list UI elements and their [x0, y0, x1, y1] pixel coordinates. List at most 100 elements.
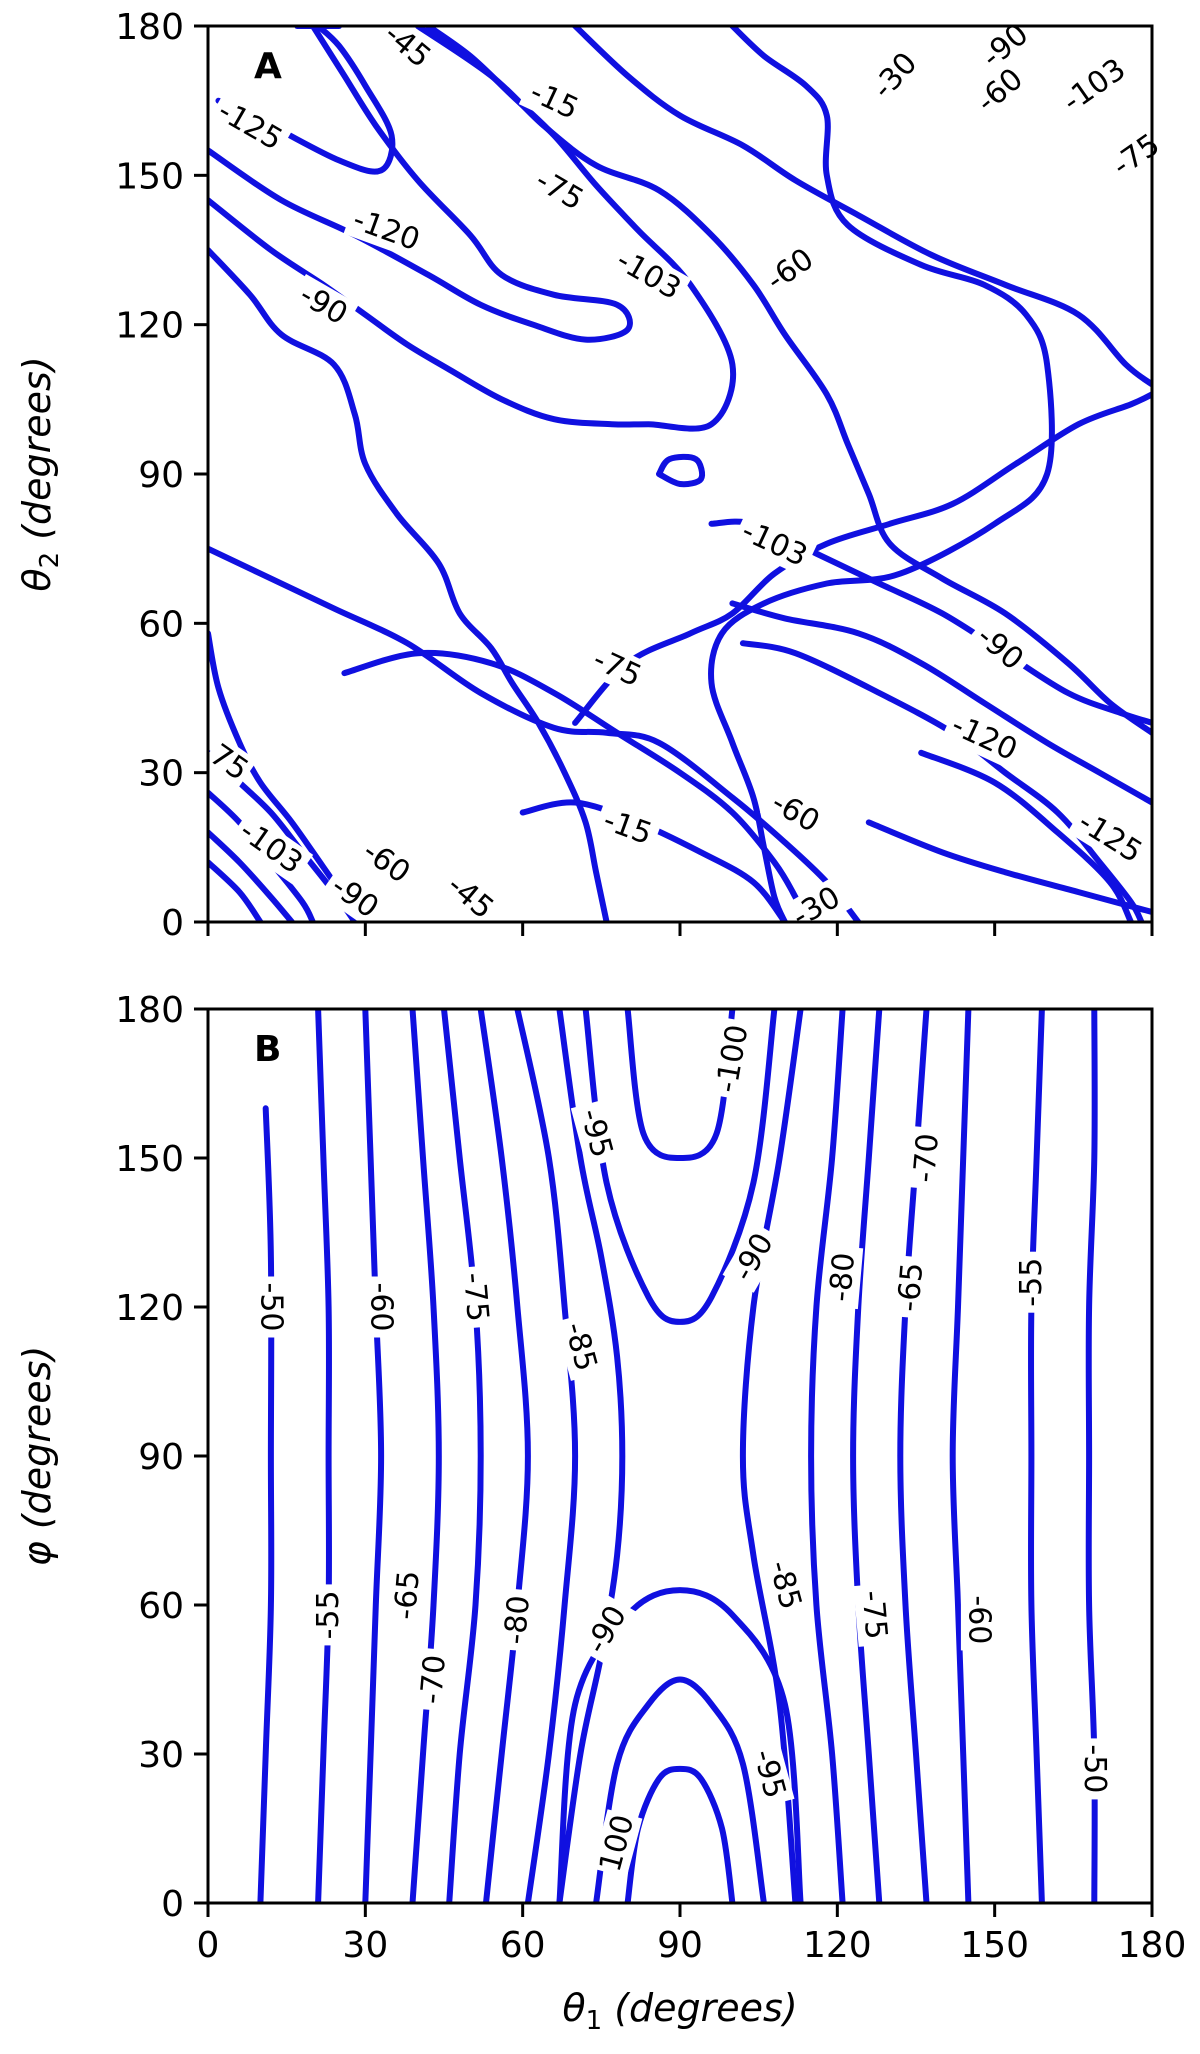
contour-label-18: -60: [759, 781, 831, 844]
svg-text:-70: -70: [907, 1132, 946, 1184]
contour-line-13: [739, 1009, 804, 1903]
contour-line-17: [949, 1009, 972, 1903]
contour-label-20: -15: [592, 800, 663, 855]
contour-labels: -50 -60 -75-85-95-100-90 -80-70-65 -55-55 -65…: [252, 1017, 1113, 1878]
contour-label-20: -75: [853, 1582, 895, 1647]
y-axis-label: θ2 (degrees): [15, 356, 65, 591]
contour-line-0: [257, 1105, 275, 1903]
y-tick-label: 30: [138, 754, 184, 795]
contour-labels: -45-15 -30 -90-60 -103-75-125-75-120-103 -60…: [200, 12, 1172, 938]
y-tick-label: 90: [138, 455, 184, 496]
contour-label-19: -125: [1067, 801, 1153, 874]
y-tick-label: 120: [115, 1288, 184, 1329]
contour-line-15: [850, 1009, 883, 1903]
svg-text:-103: -103: [736, 513, 813, 573]
contour-label-8: -125: [207, 90, 293, 161]
svg-text:-65: -65: [891, 1261, 930, 1313]
contour-label-4: -85: [555, 1312, 606, 1381]
contour-label-26: -45: [435, 863, 506, 931]
panel-label: A: [254, 46, 282, 87]
y-tick-label: 60: [138, 1586, 184, 1627]
contour-line-7: [708, 26, 1055, 922]
contour-line-5: [477, 1009, 531, 1903]
contour-line-22: [572, 391, 1152, 726]
contour-line-4: [441, 1009, 484, 1903]
y-tick-label: 180: [115, 990, 184, 1031]
contour-line-18: [1028, 1009, 1045, 1903]
x-tick-label: 150: [960, 1925, 1029, 1966]
contour-line-2: [362, 1009, 385, 1903]
contour-label-2: -15: [518, 71, 590, 130]
contour-label-8: -80: [822, 1245, 864, 1310]
contour-label-3: -30: [861, 41, 929, 111]
svg-text:-55: -55: [311, 1590, 346, 1639]
contour-label-11: -103: [605, 239, 692, 310]
x-tick-label: 0: [197, 1925, 220, 1966]
contour-line-1: [315, 1009, 332, 1903]
contour-line-1: [215, 26, 396, 175]
panel-b: -50 -60 -75-85-95-100-90 -80-70-65 -55-55 -65…: [15, 990, 1186, 2036]
contour-line-18: [918, 749, 1134, 922]
contour-label-5: -60: [964, 57, 1035, 125]
contour-line-7: [556, 1009, 626, 1903]
contour-label-6: -100: [707, 1017, 757, 1101]
contour-line-6: [572, 26, 1152, 388]
x-tick-label: 90: [657, 1925, 703, 1966]
svg-text:-85: -85: [557, 1319, 603, 1375]
svg-text:-50: -50: [1077, 1744, 1112, 1793]
y-tick-label: 0: [161, 903, 184, 944]
svg-text:-50: -50: [253, 1283, 288, 1332]
contour-label-1: -45: [372, 12, 443, 80]
contour-label-2: -60: [363, 1276, 400, 1338]
contour-line-14: [808, 1009, 846, 1903]
svg-text:-100: -100: [709, 1022, 755, 1095]
svg-text:-75: -75: [854, 1589, 893, 1641]
contour-label-7: -75: [1100, 123, 1172, 188]
y-tick-label: 60: [138, 604, 184, 645]
svg-text:-55: -55: [1014, 1258, 1049, 1307]
contour-line-5: [414, 26, 1152, 736]
contour-label-14: -70: [412, 1647, 455, 1712]
y-tick-label: 180: [115, 7, 184, 48]
contour-line-4: [208, 247, 610, 922]
contour-line-10: [593, 1676, 767, 1903]
x-tick-label: 120: [803, 1925, 872, 1966]
contour-line-17: [739, 640, 1145, 922]
contour-label-21: -60: [960, 1589, 997, 1651]
contour-line-15: [341, 649, 809, 922]
contour-label-6: -103: [1052, 48, 1137, 123]
contour-line-11: [556, 1587, 804, 1903]
svg-text:-80: -80: [823, 1251, 862, 1303]
svg-text:-75: -75: [456, 1271, 495, 1323]
contour-label-10: -65: [890, 1255, 932, 1320]
contour-label-12: -60: [754, 237, 826, 303]
contour-label-12: -55: [310, 1584, 347, 1646]
contour-label-14: -103: [731, 510, 818, 577]
x-axis-label: θ1 (degrees): [562, 1986, 797, 2036]
x-tick-label: 60: [500, 1925, 546, 1966]
contour-line-3: [208, 26, 737, 432]
svg-text:-60: -60: [961, 1595, 996, 1644]
contour-line-9: [208, 545, 862, 922]
contour-line-12: [624, 1765, 736, 1903]
contour-label-17: -120: [941, 705, 1028, 771]
svg-text:-80: -80: [498, 1594, 537, 1646]
contour-line-10: [729, 600, 1152, 806]
contour-line-20: [656, 453, 706, 488]
plot-frame: [206, 24, 1154, 924]
contour-label-9: -70: [905, 1126, 948, 1190]
y-axis-label: φ (degrees): [15, 1346, 59, 1567]
svg-text:-85: -85: [762, 1557, 808, 1613]
y-tick-label: 150: [115, 1139, 184, 1180]
y-tick-label: 150: [115, 156, 184, 197]
panel-label: B: [254, 1029, 281, 1070]
contour-label-13: -65: [386, 1563, 428, 1628]
contour-line-3: [409, 1009, 442, 1903]
contour-line-8: [582, 1009, 778, 1325]
contour-label-22: -50: [1076, 1738, 1113, 1800]
contour-line-19: [865, 819, 1152, 915]
contour-label-16: -90: [575, 1594, 638, 1666]
x-tick-label: 30: [342, 1925, 388, 1966]
y-tick-label: 30: [138, 1735, 184, 1776]
